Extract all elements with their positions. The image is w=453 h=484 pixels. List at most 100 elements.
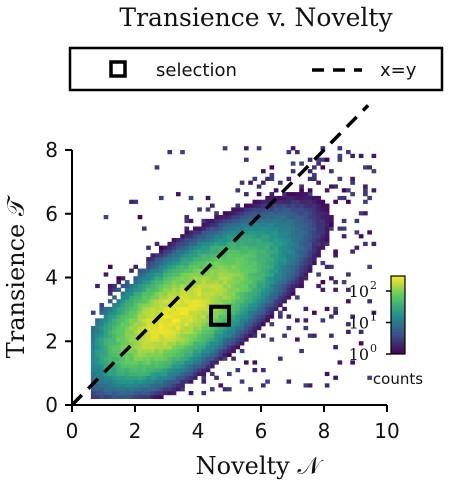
heatmap-cell [282, 195, 287, 201]
heatmap-cell [235, 203, 241, 208]
heatmap-cell [269, 241, 275, 247]
heatmap-cell [192, 260, 198, 266]
heatmap-cell [167, 348, 173, 354]
heatmap-cell [150, 318, 156, 323]
heatmap-cell [252, 280, 258, 285]
x-tick-label: 8 [318, 419, 331, 443]
heatmap-cell [261, 291, 266, 296]
heatmap-cell [214, 241, 219, 247]
heatmap-cell [316, 215, 321, 220]
heatmap-cell [171, 352, 177, 357]
heatmap-cell [90, 387, 96, 392]
heatmap-cell [158, 195, 164, 201]
heatmap-cell [197, 295, 202, 300]
heatmap-cell [252, 199, 258, 204]
heatmap-cell [214, 283, 219, 289]
heatmap-cell [124, 287, 130, 292]
heatmap-cell [231, 241, 236, 247]
heatmap-cell [209, 360, 215, 365]
heatmap-cell [226, 211, 232, 216]
heatmap-cell [129, 364, 134, 369]
heatmap-cell [209, 237, 215, 243]
heatmap-cell [312, 215, 317, 220]
heatmap-cell [303, 257, 309, 262]
heatmap-cell [329, 218, 334, 224]
heatmap-cell [269, 172, 275, 178]
heatmap-cell [154, 333, 160, 338]
heatmap-cell [209, 371, 215, 377]
heatmap-cell [188, 234, 194, 239]
heatmap-cell [197, 276, 202, 281]
heatmap-cell [358, 329, 364, 334]
heatmap-cell [290, 276, 296, 281]
heatmap-cell [205, 283, 211, 289]
heatmap-cell [226, 295, 232, 300]
heatmap-cell [180, 245, 185, 250]
heatmap-cell [90, 337, 96, 342]
heatmap-cell [218, 295, 224, 300]
heatmap-cell [214, 348, 219, 354]
heatmap-cell [235, 264, 241, 269]
heatmap-cell [248, 249, 253, 254]
heatmap-cell [235, 322, 241, 327]
heatmap-cell [99, 337, 105, 342]
heatmap-cell [180, 383, 185, 388]
heatmap-cell [214, 352, 219, 357]
heatmap-cell [222, 237, 228, 243]
heatmap-cell [222, 314, 228, 319]
heatmap-cell [320, 203, 326, 208]
heatmap-cell [197, 249, 202, 254]
heatmap-cell [154, 257, 160, 262]
heatmap-cell [269, 237, 275, 243]
heatmap-cell [261, 318, 266, 323]
heatmap-cell [107, 345, 113, 350]
heatmap-cell [235, 329, 241, 334]
heatmap-cell [337, 153, 343, 159]
heatmap-cell [184, 272, 190, 277]
heatmap-cell [154, 387, 160, 392]
heatmap-cell [141, 371, 147, 377]
heatmap-cell [124, 394, 130, 400]
heatmap-cell [141, 318, 147, 323]
heatmap-cell [171, 322, 177, 327]
heatmap-cell [175, 368, 181, 373]
heatmap-cell [218, 215, 224, 220]
heatmap-cell [226, 245, 232, 250]
heatmap-cell [154, 165, 160, 170]
heatmap-cell [269, 276, 275, 281]
heatmap-cell [146, 299, 151, 304]
heatmap-cell [290, 226, 296, 231]
heatmap-cell [90, 333, 96, 338]
heatmap-cell [256, 257, 262, 262]
heatmap-cell [184, 368, 190, 373]
heatmap-cell [167, 299, 173, 304]
heatmap-cell [124, 368, 130, 373]
heatmap-cell [333, 199, 338, 204]
heatmap-cell [124, 325, 130, 331]
heatmap-cell [188, 287, 194, 292]
heatmap-cell [316, 222, 321, 227]
heatmap-cell [163, 329, 168, 334]
heatmap-cell [175, 268, 181, 273]
heatmap-cell [269, 226, 275, 231]
heatmap-cell [158, 253, 164, 258]
heatmap-cell [218, 268, 224, 273]
heatmap-cell [180, 318, 185, 323]
heatmap-cell [154, 371, 160, 377]
heatmap-cell [226, 226, 232, 231]
heatmap-cell [112, 329, 117, 334]
heatmap-cell [116, 299, 122, 304]
heatmap-cell [197, 318, 202, 323]
heatmap-cell [209, 234, 215, 239]
heatmap-cell [158, 368, 164, 373]
heatmap-cell [312, 211, 317, 216]
heatmap-cell [286, 260, 292, 266]
heatmap-cell [286, 241, 292, 247]
heatmap-cell [171, 272, 177, 277]
heatmap-cell [320, 218, 326, 224]
heatmap-cell [235, 260, 241, 266]
heatmap-cell [367, 230, 372, 235]
heatmap-cell [163, 257, 168, 262]
heatmap-cell [222, 348, 228, 354]
heatmap-cell [346, 322, 351, 327]
